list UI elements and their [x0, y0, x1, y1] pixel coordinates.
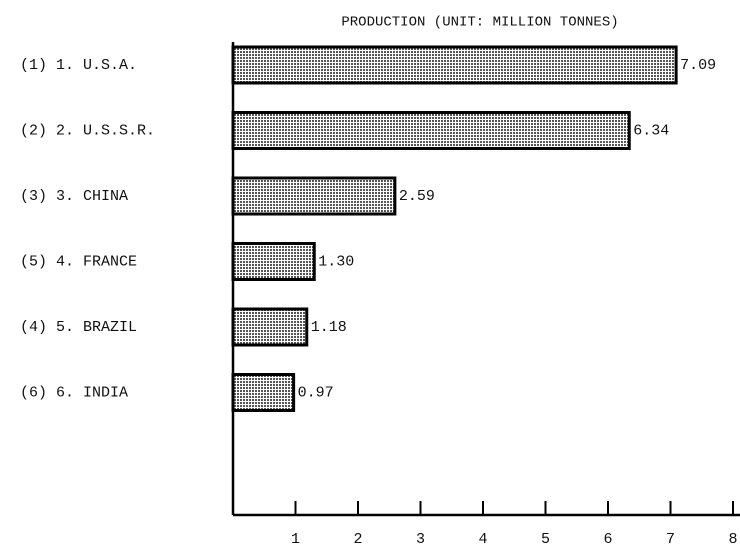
- x-tick-label: 8: [728, 531, 737, 548]
- bar: [231, 242, 316, 281]
- value-label: 0.97: [298, 384, 334, 401]
- bar: [231, 111, 631, 150]
- y-tick-label: (1) 1. U.S.A.: [20, 57, 137, 74]
- x-tick-label: 4: [478, 531, 487, 548]
- value-label: 1.30: [318, 253, 354, 270]
- y-tick-label: (3) 3. CHINA: [20, 188, 128, 205]
- value-label: 6.34: [633, 122, 669, 139]
- value-label: 1.18: [311, 319, 347, 336]
- y-tick-label: (4) 5. BRAZIL: [20, 319, 137, 336]
- x-tick-label: 7: [666, 531, 675, 548]
- x-tick-label: 6: [603, 531, 612, 548]
- x-tick-label: 1: [291, 531, 300, 548]
- y-tick-label: (2) 2. U.S.S.R.: [20, 122, 155, 139]
- bar: [231, 373, 296, 412]
- x-tick-label: 5: [541, 531, 550, 548]
- y-tick-label: (6) 6. INDIA: [20, 384, 128, 401]
- bar: [231, 45, 678, 85]
- chart-title: PRODUCTION (UNIT: MILLION TONNES): [341, 15, 618, 31]
- x-tick-label: 2: [353, 531, 362, 548]
- bar: [231, 176, 397, 216]
- bar: [231, 307, 309, 347]
- value-label: 7.09: [680, 57, 716, 74]
- y-tick-label: (5) 4. FRANCE: [20, 253, 137, 270]
- x-tick-label: 3: [416, 531, 425, 548]
- value-label: 2.59: [399, 188, 435, 205]
